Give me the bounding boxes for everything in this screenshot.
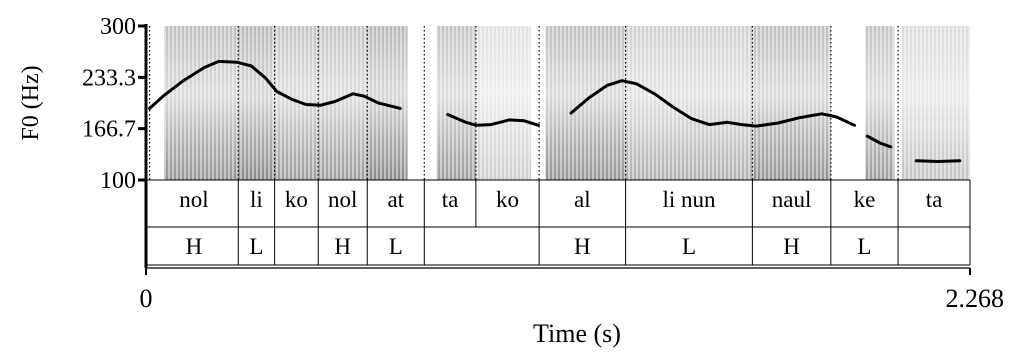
syllable-label: ta: [926, 187, 943, 212]
syllable-label: at: [387, 187, 404, 212]
f0-segment: [914, 159, 962, 163]
syllable-label: al: [574, 187, 591, 212]
tone-label: H: [574, 234, 591, 259]
spectrogram-striation: [475, 26, 532, 180]
x-tick-label: 2.268: [946, 284, 1005, 313]
syllable-label: ke: [854, 187, 876, 212]
spectrogram-striation: [238, 26, 275, 180]
x-tick-label: 0: [140, 284, 153, 313]
tone-label: L: [389, 234, 403, 259]
y-tick-label: 300: [100, 14, 136, 40]
spectrogram-striation: [367, 26, 408, 180]
f0-segment: [865, 134, 893, 149]
spectrogram-striation: [274, 26, 319, 180]
syllable-label: li nun: [662, 187, 716, 212]
tone-label: H: [783, 234, 800, 259]
y-tick-label: 166.7: [82, 117, 136, 143]
spectrogram-striation: [865, 26, 895, 180]
axes: 300 233.3 166.7 100 0 2.268: [82, 14, 1004, 313]
syllable-label: ta: [442, 187, 459, 212]
syllable-label: ko: [285, 187, 308, 212]
spectrogram-striation: [436, 26, 476, 180]
annotation-tiers: nol li ko nol at ta ko al li nun naul ke taH L H L H L H L: [146, 179, 971, 266]
x-axis-label: Time (s): [533, 319, 621, 348]
f0-contour: [148, 59, 962, 163]
f0-segment: [569, 79, 856, 128]
y-axis-label: F0 (Hz): [18, 65, 44, 140]
tone-label: H: [186, 234, 203, 259]
y-tick-label: 233.3: [82, 65, 136, 91]
tone-label: L: [682, 234, 696, 259]
spectrogram-striation: [901, 26, 970, 180]
spectrogram: [164, 26, 970, 180]
syllable-label: nol: [328, 187, 357, 212]
spectrogram-striation: [164, 26, 239, 180]
f0-segment: [148, 59, 402, 110]
syllable-label: ko: [496, 187, 519, 212]
syllable-label: li: [250, 187, 263, 212]
tone-label: L: [249, 234, 263, 259]
segment-boundaries: [149, 26, 899, 180]
tone-label: L: [857, 234, 871, 259]
f0-segment: [446, 113, 540, 127]
spectrogram-striation: [625, 26, 753, 180]
y-tick-label: 100: [100, 168, 136, 194]
spectrogram-striation: [752, 26, 831, 180]
spectrogram-striation: [545, 26, 626, 180]
syllable-label: naul: [772, 187, 812, 212]
tone-label: H: [334, 234, 351, 259]
syllable-label: nol: [179, 187, 208, 212]
